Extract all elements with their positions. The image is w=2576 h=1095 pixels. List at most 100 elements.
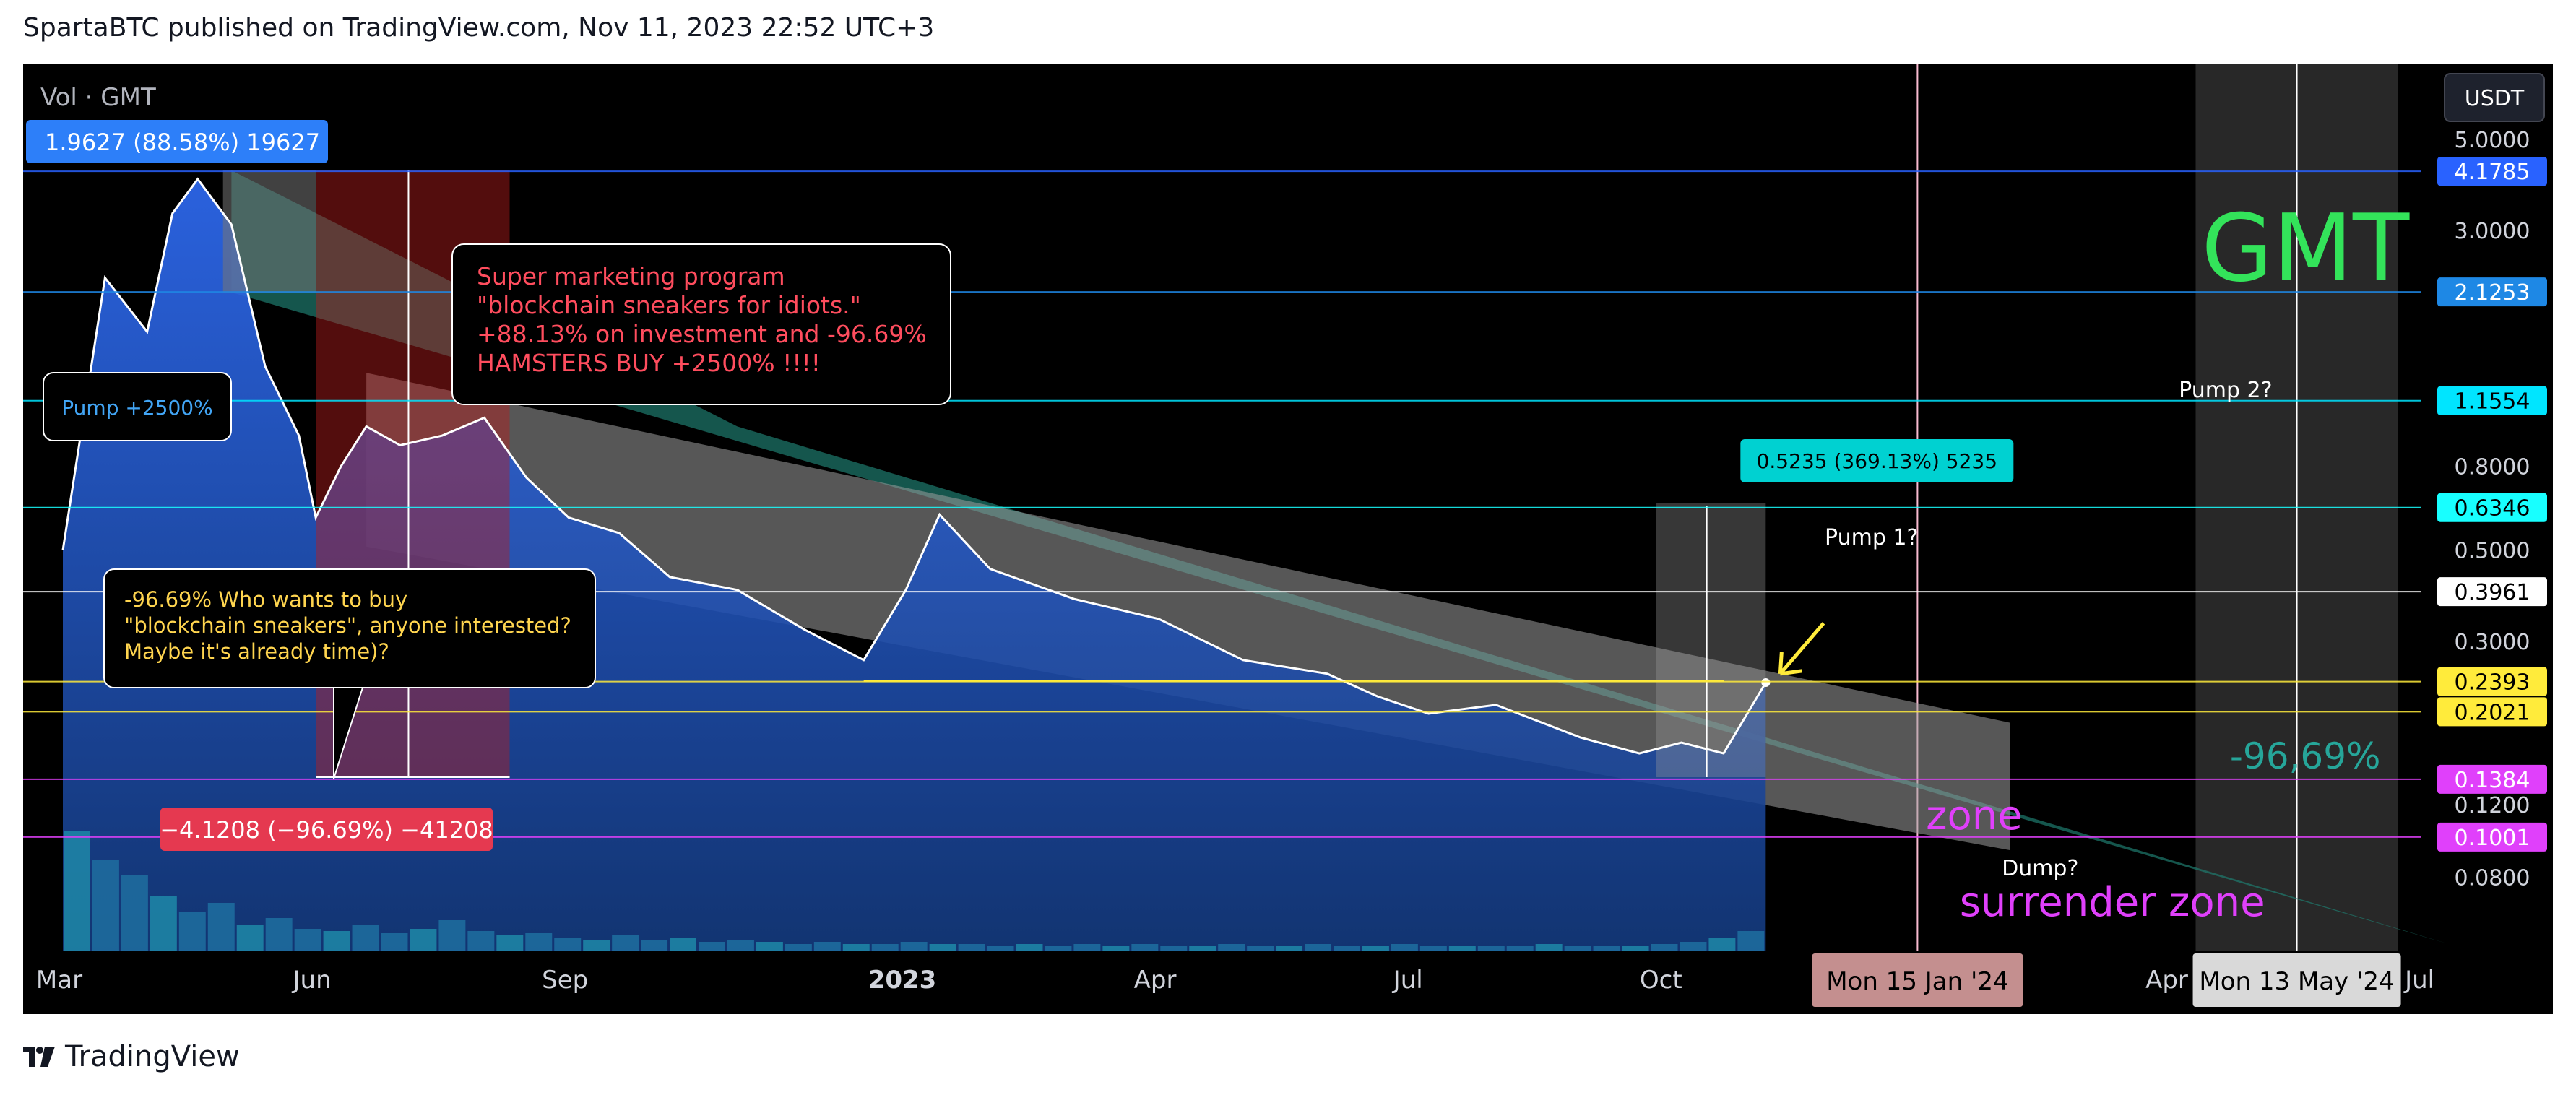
volume-bar xyxy=(1419,946,1447,951)
y-tick-label: 0.0800 xyxy=(2455,865,2530,891)
bottom-measure-text: −4.1208 (−96.69%) −41208 xyxy=(160,816,493,844)
pump1-text: Pump 1? xyxy=(1825,525,1918,550)
volume-bar xyxy=(929,944,956,951)
volume-bar xyxy=(1737,931,1765,951)
volume-bar xyxy=(236,925,264,951)
volume-bar xyxy=(1276,946,1303,951)
volume-bar xyxy=(1362,946,1389,951)
volume-bar xyxy=(352,925,379,951)
x-tick-label: Sep xyxy=(542,966,588,995)
volume-bar xyxy=(785,944,812,951)
date-tag-jan-bg xyxy=(1812,953,2023,1007)
price-label-bg xyxy=(2437,764,2547,794)
volume-bar xyxy=(958,944,985,951)
pump-measure-box xyxy=(222,170,316,293)
volume-bar xyxy=(842,944,870,951)
y-tick-label: 3.0000 xyxy=(2455,219,2530,244)
annotations: 1.9627 (88.58%) 19627 −4.1208 (−96.69%) −… xyxy=(26,120,2410,926)
volume-bar xyxy=(92,860,119,951)
x-tick-label: Jun xyxy=(292,966,332,995)
x-tick-label: Jul xyxy=(2403,966,2434,995)
yellow-callout-line: "blockchain sneakers", anyone interested… xyxy=(124,613,571,638)
pump-callout-text: Pump +2500% xyxy=(61,396,212,420)
price-label-bg xyxy=(2437,577,2547,607)
volume-bar xyxy=(525,933,553,951)
pump2-text: Pump 2? xyxy=(2179,378,2272,403)
volume-bar xyxy=(121,875,148,951)
volume-bar xyxy=(727,940,754,951)
horizontal-levels: 4.1785 2.1253 1.1554 0.6346 0.3961 0.2393 0.20… xyxy=(23,157,2547,852)
volume-bar xyxy=(1218,944,1245,951)
pump1-measure-box xyxy=(1656,503,1766,778)
bottom-measure-badge xyxy=(160,808,493,851)
tradingview-brand: TradingView xyxy=(65,1040,240,1073)
tradingview-logo[interactable]: TradingView xyxy=(23,1040,240,1073)
x-tick-label: Apr xyxy=(1134,966,1177,995)
price-label: 0.6346 xyxy=(2455,496,2530,521)
volume-bar xyxy=(1131,944,1159,951)
volume-bar xyxy=(1391,944,1418,951)
date-tag-may-bg xyxy=(2192,953,2401,1007)
price-label-bg xyxy=(2437,667,2547,696)
price-label: 0.1384 xyxy=(2455,768,2530,793)
x-tick-label: Jul xyxy=(1392,966,1423,995)
volume-bar xyxy=(987,946,1014,951)
date-tag-jan: Mon 15 Jan '24 xyxy=(1826,967,2008,996)
red-callout-line: Super marketing program xyxy=(477,262,785,290)
volume-bar xyxy=(207,903,235,951)
gmt-watermark: GMT xyxy=(2201,195,2410,303)
surrender-zone-text: surrender zone xyxy=(1960,879,2265,926)
y-tick-label: 0.8000 xyxy=(2455,455,2530,480)
volume-bar xyxy=(64,831,90,951)
price-label-bg xyxy=(2437,822,2547,852)
publisher-header: SpartaBTC published on TradingView.com, … xyxy=(23,13,935,43)
volume-bar xyxy=(871,944,899,951)
volume-bar xyxy=(1448,946,1476,951)
price-axis-panel xyxy=(2421,64,2553,1014)
volume-bar xyxy=(1708,938,1736,951)
price-label-bg xyxy=(2437,697,2547,727)
top-measure-badge xyxy=(26,120,328,163)
arrow-annotation xyxy=(1778,622,1825,676)
yellow-callout-box xyxy=(103,568,596,688)
red-callout-line: +88.13% on investment and -96.69% xyxy=(477,320,927,348)
time-axis-panel xyxy=(23,951,2553,1014)
volume-bar xyxy=(1160,946,1188,951)
x-tick-label: Apr xyxy=(2145,966,2188,995)
volume-bars xyxy=(64,831,1765,951)
volume-bar xyxy=(496,935,524,951)
volume-bar xyxy=(467,931,495,951)
y-tick-label: 0.1200 xyxy=(2455,793,2530,818)
zone-text: zone xyxy=(1926,792,2023,839)
volume-bar xyxy=(381,933,408,951)
currency-button xyxy=(2444,73,2545,122)
y-tick-label: 0.5000 xyxy=(2455,539,2530,564)
price-label-bg xyxy=(2437,277,2547,307)
volume-bar xyxy=(294,929,321,951)
volume-bar xyxy=(756,942,783,951)
volume-bar xyxy=(1102,946,1130,951)
volume-bar xyxy=(1334,946,1360,951)
volume-bar xyxy=(1680,942,1707,951)
volume-bar xyxy=(641,940,668,951)
volume-bar xyxy=(178,912,206,951)
y-tick-label: 0.3000 xyxy=(2455,630,2530,655)
volume-bar xyxy=(1506,946,1534,951)
yellow-callout-line: -96.69% Who wants to buy xyxy=(124,587,407,612)
x-tick-label: 2023 xyxy=(868,966,937,995)
currency-button-label: USDT xyxy=(2465,86,2525,111)
price-label: 0.2393 xyxy=(2455,670,2530,696)
volume-bar xyxy=(1305,944,1332,951)
price-chart[interactable]: 4.1785 2.1253 1.1554 0.6346 0.3961 0.2393 0.20… xyxy=(23,64,2553,1014)
volume-bar xyxy=(150,896,177,951)
yellow-callout-line: Maybe it's already time)? xyxy=(124,639,389,664)
volume-bar xyxy=(583,940,610,951)
x-tick-label: Oct xyxy=(1640,966,1682,995)
red-callout-line: "blockchain sneakers for idiots." xyxy=(477,291,861,319)
percent-change-text: -96,69% xyxy=(2230,735,2381,777)
tradingview-logo-icon xyxy=(23,1047,55,1067)
gray-wedge-channel xyxy=(366,373,2010,851)
volume-bar xyxy=(438,920,466,951)
volume-bar xyxy=(1651,944,1678,951)
volume-bar xyxy=(410,929,437,951)
